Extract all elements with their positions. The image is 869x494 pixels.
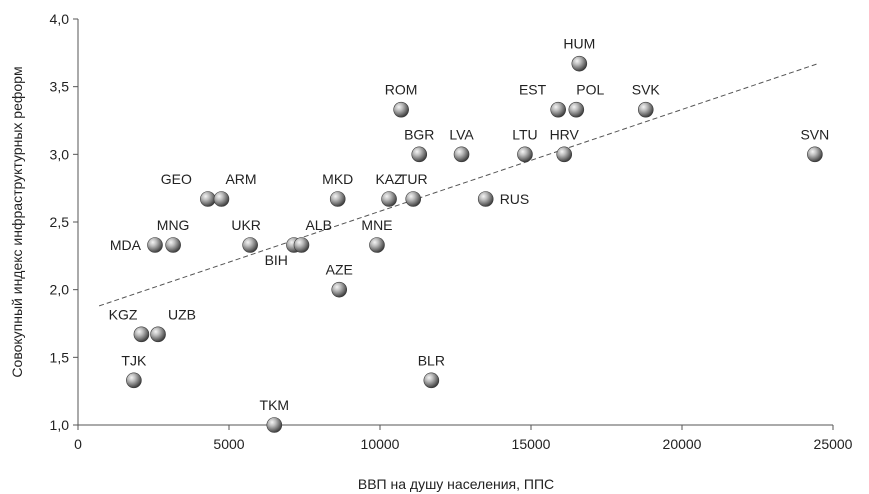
x-tick-label: 10000: [361, 436, 400, 452]
point-label-hum: HUM: [563, 36, 595, 52]
point-label-bih: BIH: [265, 252, 288, 268]
point-label-uzb: UZB: [168, 306, 196, 322]
y-axis-ticks: 1,0 1,5 2,0 2,5 3,0 3,5 4,0: [50, 11, 78, 433]
point-label-mkd: MKD: [322, 171, 353, 187]
data-point-hum: [571, 55, 588, 72]
data-point-tkm: [266, 417, 283, 433]
trendline: [98, 63, 819, 307]
point-label-tur: TUR: [399, 171, 428, 187]
x-tick-label: 0: [74, 436, 82, 452]
point-label-tkm: TKM: [260, 397, 290, 413]
data-point-aze: [331, 281, 348, 298]
y-tick-label: 4,0: [50, 11, 70, 27]
data-point-pol: [568, 101, 585, 118]
data-point-mda: [147, 237, 163, 253]
y-tick-label: 1,5: [50, 349, 70, 365]
data-point-kgz: [133, 326, 150, 343]
x-tick-label: 15000: [512, 436, 551, 452]
data-point-geo: [200, 191, 216, 207]
data-point-arm: [213, 191, 230, 207]
data-point-bgr: [411, 146, 428, 163]
point-label-mne: MNE: [361, 217, 392, 233]
x-tick-label: 20000: [663, 436, 702, 452]
data-point-mkd: [329, 191, 346, 207]
point-label-rom: ROM: [385, 82, 418, 98]
data-point-alb: [293, 237, 310, 253]
point-label-arm: ARM: [225, 171, 256, 187]
y-tick-label: 1,0: [50, 417, 70, 433]
point-label-mng: MNG: [157, 217, 190, 233]
point-label-kgz: KGZ: [109, 306, 138, 322]
data-point-svk: [637, 101, 654, 118]
point-label-geo: GEO: [161, 171, 192, 187]
point-label-ukr: UKR: [231, 217, 261, 233]
x-tick-label: 25000: [814, 436, 853, 452]
y-tick-label: 3,0: [50, 146, 70, 162]
data-point-ukr: [242, 237, 258, 253]
point-label-bgr: BGR: [404, 126, 434, 142]
data-point-kaz: [381, 191, 397, 207]
point-label-tjk: TJK: [121, 352, 147, 368]
data-point-tur: [405, 191, 422, 207]
data-points: HUM ROM EST POL SVK BGR LVA LTU HRV SVN GEO ARM MKD K…: [109, 36, 829, 433]
point-label-aze: AZE: [326, 262, 353, 278]
point-label-svk: SVK: [632, 82, 661, 98]
data-point-blr: [423, 372, 440, 389]
data-point-mne: [369, 237, 385, 253]
y-axis-title: Совокупный индекс инфраструктурных рефор…: [9, 66, 25, 377]
point-label-hrv: HRV: [550, 126, 580, 142]
point-label-pol: POL: [576, 82, 604, 98]
point-label-blr: BLR: [418, 352, 445, 368]
point-label-ltu: LTU: [512, 126, 537, 142]
point-label-rus: RUS: [500, 191, 530, 207]
data-point-rus: [477, 191, 494, 207]
point-label-est: EST: [519, 82, 547, 98]
data-point-mng: [165, 237, 181, 253]
y-tick-label: 3,5: [50, 79, 70, 95]
data-point-tjk: [126, 372, 142, 389]
data-point-hrv: [556, 146, 573, 163]
point-label-svn: SVN: [800, 126, 829, 142]
x-tick-label: 5000: [213, 436, 244, 452]
data-point-lva: [453, 146, 470, 163]
data-point-uzb: [150, 326, 166, 343]
point-label-lva: LVA: [449, 126, 474, 142]
point-label-kaz: KAZ: [375, 171, 403, 187]
data-point-rom: [393, 101, 409, 118]
data-point-est: [550, 101, 566, 118]
data-point-svn: [807, 146, 823, 163]
x-axis-title: ВВП на душу населения, ППС: [358, 476, 554, 492]
y-tick-label: 2,0: [50, 282, 70, 298]
data-point-ltu: [517, 146, 533, 163]
y-tick-label: 2,5: [50, 214, 70, 230]
point-label-alb: ALB: [305, 217, 331, 233]
x-axis-ticks: 0 5000 10000 15000 20000 25000: [74, 425, 853, 452]
point-label-mda: MDA: [110, 237, 142, 253]
